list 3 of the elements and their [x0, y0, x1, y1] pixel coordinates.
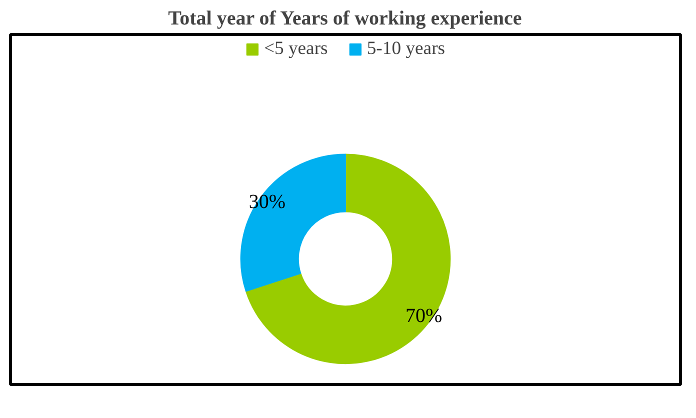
legend-label: <5 years [264, 38, 328, 60]
chart-title: Total year of Years of working experience [168, 8, 522, 30]
legend-label: 5-10 years [366, 38, 446, 60]
